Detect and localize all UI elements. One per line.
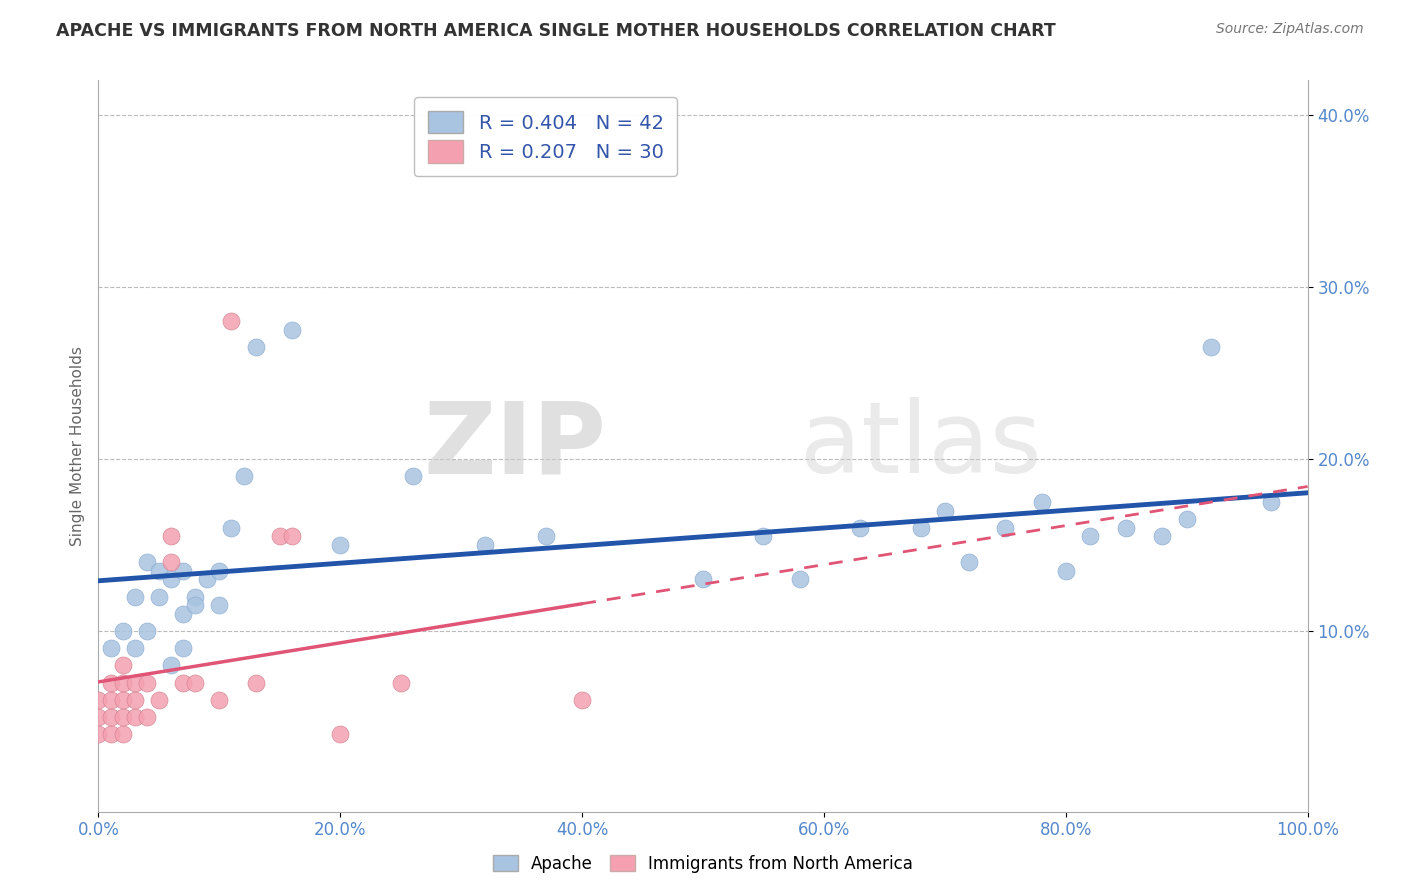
- Point: [111, 710, 134, 724]
- Point: [849, 521, 872, 535]
- Point: [752, 529, 775, 543]
- Point: [571, 693, 593, 707]
- Point: [208, 598, 231, 612]
- Point: [184, 598, 207, 612]
- Point: [148, 590, 170, 604]
- Point: [692, 573, 714, 587]
- Point: [789, 573, 811, 587]
- Point: [1031, 495, 1053, 509]
- Point: [148, 693, 170, 707]
- Point: [474, 538, 496, 552]
- Point: [1115, 521, 1137, 535]
- Point: [402, 469, 425, 483]
- Point: [160, 555, 183, 569]
- Point: [124, 641, 146, 656]
- Point: [135, 555, 157, 569]
- Point: [135, 710, 157, 724]
- Point: [184, 590, 207, 604]
- Point: [245, 340, 267, 354]
- Text: APACHE VS IMMIGRANTS FROM NORTH AMERICA SINGLE MOTHER HOUSEHOLDS CORRELATION CHA: APACHE VS IMMIGRANTS FROM NORTH AMERICA …: [56, 22, 1056, 40]
- Point: [100, 641, 122, 656]
- Legend: R = 0.404   N = 42, R = 0.207   N = 30: R = 0.404 N = 42, R = 0.207 N = 30: [415, 97, 678, 177]
- Point: [329, 727, 352, 741]
- Point: [100, 727, 122, 741]
- Point: [281, 323, 304, 337]
- Point: [87, 710, 110, 724]
- Point: [87, 693, 110, 707]
- Point: [1078, 529, 1101, 543]
- Point: [87, 727, 110, 741]
- Point: [111, 675, 134, 690]
- Point: [172, 675, 194, 690]
- Point: [1054, 564, 1077, 578]
- Point: [111, 624, 134, 638]
- Point: [100, 710, 122, 724]
- Point: [184, 675, 207, 690]
- Point: [111, 658, 134, 673]
- Point: [1260, 495, 1282, 509]
- Point: [172, 564, 194, 578]
- Point: [1199, 340, 1222, 354]
- Point: [910, 521, 932, 535]
- Point: [221, 314, 243, 328]
- Point: [148, 564, 170, 578]
- Point: [124, 590, 146, 604]
- Point: [100, 675, 122, 690]
- Point: [124, 693, 146, 707]
- Point: [1175, 512, 1198, 526]
- Y-axis label: Single Mother Households: Single Mother Households: [69, 346, 84, 546]
- Point: [111, 727, 134, 741]
- Point: [245, 675, 267, 690]
- Point: [281, 529, 304, 543]
- Point: [135, 675, 157, 690]
- Point: [389, 675, 412, 690]
- Text: Source: ZipAtlas.com: Source: ZipAtlas.com: [1216, 22, 1364, 37]
- Point: [100, 693, 122, 707]
- Point: [534, 529, 557, 543]
- Legend: Apache, Immigrants from North America: Apache, Immigrants from North America: [486, 848, 920, 880]
- Point: [208, 693, 231, 707]
- Point: [124, 710, 146, 724]
- Point: [957, 555, 980, 569]
- Text: ZIP: ZIP: [423, 398, 606, 494]
- Point: [124, 675, 146, 690]
- Point: [160, 573, 183, 587]
- Point: [994, 521, 1017, 535]
- Point: [329, 538, 352, 552]
- Point: [135, 624, 157, 638]
- Point: [160, 529, 183, 543]
- Point: [160, 658, 183, 673]
- Point: [172, 607, 194, 621]
- Point: [232, 469, 254, 483]
- Point: [1152, 529, 1174, 543]
- Point: [208, 564, 231, 578]
- Point: [221, 521, 243, 535]
- Text: atlas: atlas: [800, 398, 1042, 494]
- Point: [111, 693, 134, 707]
- Point: [934, 503, 956, 517]
- Point: [195, 573, 218, 587]
- Point: [269, 529, 291, 543]
- Point: [172, 641, 194, 656]
